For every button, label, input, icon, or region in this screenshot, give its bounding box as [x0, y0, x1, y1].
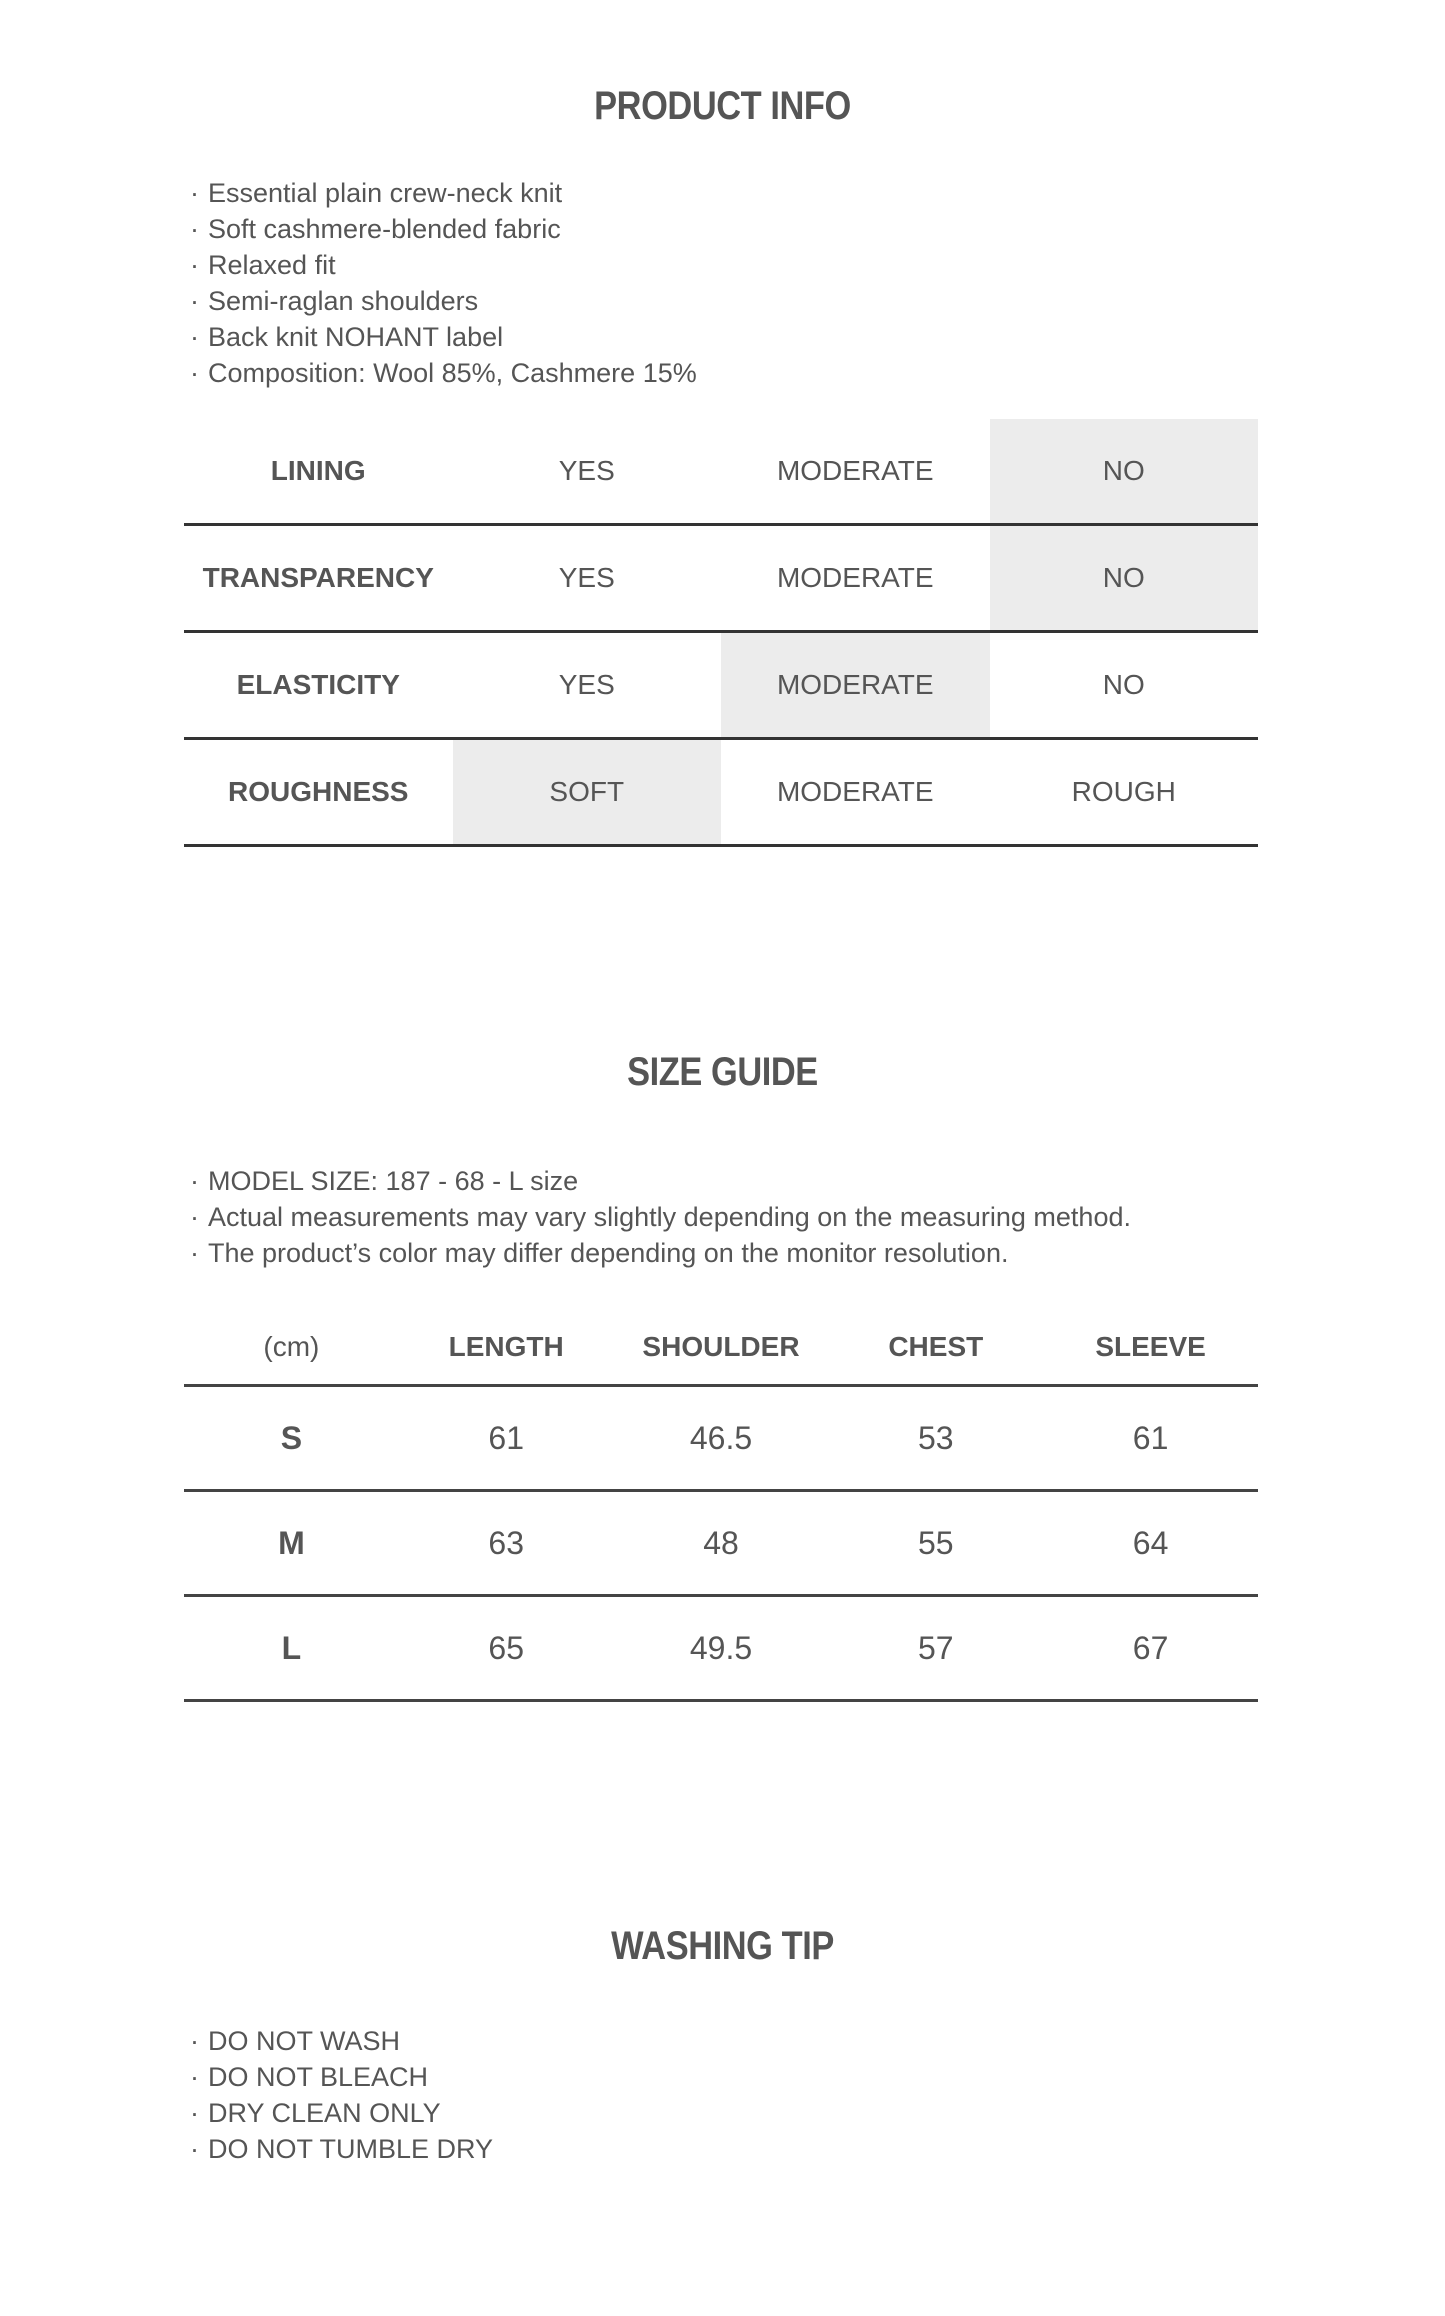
attribute-option-selected: MODERATE: [721, 631, 990, 740]
list-item: MODEL SIZE: 187 - 68 - L size: [190, 1163, 1131, 1199]
list-item: DO NOT TUMBLE DRY: [190, 2131, 493, 2167]
list-item: Back knit NOHANT label: [190, 319, 697, 355]
attribute-row-transparency: TRANSPARENCY YES MODERATE NO: [184, 524, 1258, 633]
list-item: Actual measurements may vary slightly de…: [190, 1199, 1131, 1235]
measurement-cell: 46.5: [613, 1385, 829, 1492]
column-header: (cm): [184, 1309, 399, 1387]
attribute-option: MODERATE: [721, 419, 990, 526]
size-label: S: [184, 1385, 399, 1492]
list-item: DO NOT WASH: [190, 2023, 493, 2059]
attribute-option: ROUGH: [989, 738, 1258, 847]
column-header: SHOULDER: [613, 1309, 829, 1387]
measurement-cell: 63: [398, 1490, 614, 1597]
attribute-option-selected: NO: [989, 524, 1258, 633]
column-header: CHEST: [828, 1309, 1044, 1387]
measurement-cell: 67: [1043, 1595, 1258, 1702]
size-guide-title: SIZE GUIDE: [627, 1050, 818, 1094]
measurement-cell: 65: [398, 1595, 614, 1702]
measurement-cell: 48: [613, 1490, 829, 1597]
measurement-cell: 49.5: [613, 1595, 829, 1702]
attribute-row-lining: LINING YES MODERATE NO: [184, 419, 1258, 526]
product-info-title: PRODUCT INFO: [594, 84, 851, 128]
list-item: DO NOT BLEACH: [190, 2059, 493, 2095]
measurement-cell: 55: [828, 1490, 1044, 1597]
list-item: Composition: Wool 85%, Cashmere 15%: [190, 355, 697, 391]
measurement-cell: 53: [828, 1385, 1044, 1492]
size-guide-notes: MODEL SIZE: 187 - 68 - L size Actual mea…: [190, 1163, 1131, 1271]
attribute-label: ELASTICITY: [184, 631, 453, 740]
attribute-option-selected: NO: [989, 419, 1258, 526]
column-header: SLEEVE: [1043, 1309, 1258, 1387]
attribute-label: LINING: [184, 419, 453, 526]
list-item: The product’s color may differ depending…: [190, 1235, 1131, 1271]
fabric-attributes-table: LINING YES MODERATE NO TRANSPARENCY YES MODERA…: [184, 419, 1258, 847]
size-table: (cm) LENGTH SHOULDER CHEST SLEEVE S 61 46.5 53 6…: [184, 1309, 1258, 1702]
list-item: Semi-raglan shoulders: [190, 283, 697, 319]
attribute-row-roughness: ROUGHNESS SOFT MODERATE ROUGH: [184, 738, 1258, 847]
measurement-cell: 57: [828, 1595, 1044, 1702]
attribute-option-selected: SOFT: [452, 738, 721, 847]
attribute-option: YES: [452, 631, 721, 740]
table-row: S 61 46.5 53 61: [184, 1385, 1258, 1492]
size-table-header: (cm) LENGTH SHOULDER CHEST SLEEVE: [184, 1309, 1258, 1387]
product-info-list: Essential plain crew-neck knit Soft cash…: [190, 175, 697, 391]
attribute-option: MODERATE: [721, 738, 990, 847]
measurement-cell: 64: [1043, 1490, 1258, 1597]
list-item: DRY CLEAN ONLY: [190, 2095, 493, 2131]
attribute-option: MODERATE: [721, 524, 990, 633]
washing-tip-list: DO NOT WASH DO NOT BLEACH DRY CLEAN ONLY…: [190, 2023, 493, 2167]
list-item: Soft cashmere-blended fabric: [190, 211, 697, 247]
attribute-option: NO: [989, 631, 1258, 740]
list-item: Essential plain crew-neck knit: [190, 175, 697, 211]
attribute-label: TRANSPARENCY: [184, 524, 453, 633]
column-header: LENGTH: [398, 1309, 614, 1387]
measurement-cell: 61: [1043, 1385, 1258, 1492]
size-label: M: [184, 1490, 399, 1597]
attribute-label: ROUGHNESS: [184, 738, 453, 847]
attribute-option: YES: [452, 419, 721, 526]
table-row: L 65 49.5 57 67: [184, 1595, 1258, 1702]
attribute-option: YES: [452, 524, 721, 633]
list-item: Relaxed fit: [190, 247, 697, 283]
measurement-cell: 61: [398, 1385, 614, 1492]
washing-tip-title: WASHING TIP: [611, 1924, 834, 1968]
table-row: M 63 48 55 64: [184, 1490, 1258, 1597]
size-label: L: [184, 1595, 399, 1702]
attribute-row-elasticity: ELASTICITY YES MODERATE NO: [184, 631, 1258, 740]
